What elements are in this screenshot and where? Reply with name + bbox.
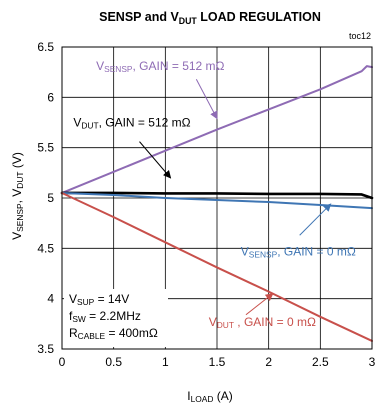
annotation-arrow xyxy=(139,141,172,179)
x-tick-label: 3 xyxy=(369,355,375,369)
plot-frame xyxy=(61,46,373,350)
annotation-label: VDUT, GAIN = 512 mΩ xyxy=(73,116,190,131)
plot-border xyxy=(61,46,373,350)
annotation-label: VSENSP, GAIN = 0 mΩ xyxy=(241,244,356,259)
series-line-2 xyxy=(60,191,374,200)
x-tick-label: 1.5 xyxy=(209,355,226,369)
annotation-label: VDUT , GAIN = 0 mΩ xyxy=(209,315,316,330)
y-tick-label: 3.5 xyxy=(37,342,54,356)
series-group xyxy=(60,65,374,342)
test-conditions: VSUP = 14V fSW = 2.2MHz RCABLE = 400mΩ xyxy=(64,289,168,347)
y-tick-label: 6 xyxy=(47,90,54,104)
x-tick-label: 2.5 xyxy=(312,355,329,369)
y-tick-label: 6.5 xyxy=(37,40,54,54)
annotation-arrow xyxy=(299,203,332,236)
y-tick-label: 4 xyxy=(47,292,54,306)
series-line-4 xyxy=(61,191,373,342)
y-axis-label: VSENSP, VDUT (V) xyxy=(10,152,25,240)
condition-line: RCABLE = 400mΩ xyxy=(69,326,158,341)
annotations: VSENSP, GAIN = 512 mΩ VDUT, GAIN = 512 mΩ… xyxy=(73,59,356,330)
chart-title: SENSP and VDUT LOAD REGULATION xyxy=(99,10,321,26)
x-tick-labels: 0 0.5 1 1.5 2 2.5 3 xyxy=(59,355,375,369)
chart-code: toc12 xyxy=(349,31,371,41)
conditions-background xyxy=(64,289,168,347)
annotation-arrow xyxy=(195,78,218,120)
x-tick-label: 1 xyxy=(162,355,169,369)
x-tick-label: 0 xyxy=(59,355,66,369)
y-tick-label: 5 xyxy=(47,191,54,205)
series-line-3 xyxy=(61,191,373,210)
x-axis-label: ILOAD (A) xyxy=(187,389,233,404)
annotation-arrow xyxy=(245,293,274,316)
x-tick-label: 0.5 xyxy=(105,355,122,369)
y-tick-labels: 3.5 4 4.5 5 5.5 6 6.5 xyxy=(37,40,54,356)
y-tick-label: 5.5 xyxy=(37,141,54,155)
condition-line: fSW = 2.2MHz xyxy=(69,309,141,324)
y-tick-label: 4.5 xyxy=(37,241,54,255)
x-tick-label: 2 xyxy=(265,355,272,369)
condition-line: VSUP = 14V xyxy=(69,292,129,307)
annotation-label: VSENSP, GAIN = 512 mΩ xyxy=(96,59,224,74)
series-line-1 xyxy=(61,65,373,194)
